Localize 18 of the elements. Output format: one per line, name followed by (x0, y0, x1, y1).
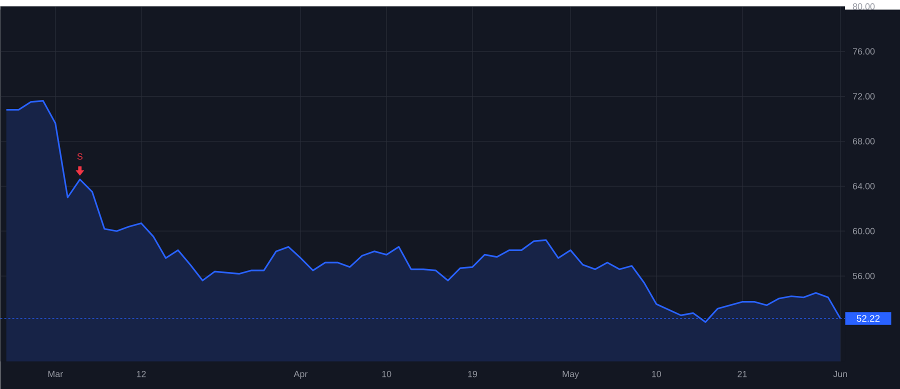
x-tick-label: 19 (468, 370, 477, 378)
y-tick-label: 72.00 (853, 92, 875, 100)
x-tick-label: 10 (382, 370, 392, 378)
y-tick-label: 64.00 (853, 182, 875, 190)
x-tick-label: 10 (652, 370, 662, 378)
y-tick-label: 80.00 (852, 3, 875, 10)
x-tick-label: 12 (136, 370, 146, 377)
x-tick-label: Apr (294, 370, 308, 379)
y-tick-label: 68.00 (853, 138, 875, 144)
x-tick-label: 21 (738, 370, 747, 377)
y-tick-label: 56.00 (852, 272, 875, 279)
y-tick-label: 76.00 (853, 48, 875, 54)
x-tick-label: Jun (833, 370, 848, 377)
y-tick-label: 60.00 (853, 228, 875, 234)
ref-line-label: 52.22 (856, 314, 880, 322)
x-tick-label: May (562, 370, 579, 379)
annotation: S (77, 153, 82, 160)
x-tick-label: Mar (48, 370, 63, 377)
